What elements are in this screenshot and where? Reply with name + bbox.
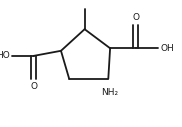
Text: O: O	[132, 13, 139, 22]
Text: NH₂: NH₂	[101, 88, 118, 97]
Text: OH: OH	[160, 44, 174, 53]
Text: O: O	[30, 82, 37, 91]
Text: HO: HO	[0, 51, 10, 60]
